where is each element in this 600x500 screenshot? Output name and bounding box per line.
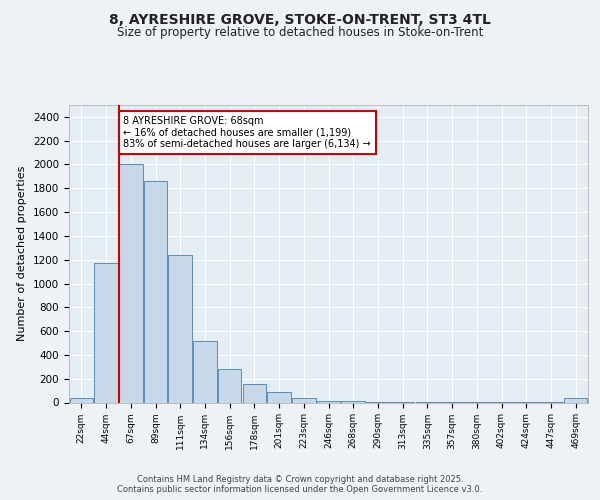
Text: 8 AYRESHIRE GROVE: 68sqm
← 16% of detached houses are smaller (1,199)
83% of sem: 8 AYRESHIRE GROVE: 68sqm ← 16% of detach…: [124, 116, 371, 149]
Bar: [218, 369, 241, 402]
Bar: [144, 181, 167, 402]
Bar: [94, 262, 118, 402]
Bar: [193, 340, 217, 402]
Text: Contains HM Land Registry data © Crown copyright and database right 2025.
Contai: Contains HM Land Registry data © Crown c…: [118, 474, 482, 494]
Bar: [292, 398, 316, 402]
Text: 8, AYRESHIRE GROVE, STOKE-ON-TRENT, ST3 4TL: 8, AYRESHIRE GROVE, STOKE-ON-TRENT, ST3 …: [109, 12, 491, 26]
Bar: [169, 255, 192, 402]
Bar: [268, 392, 291, 402]
Bar: [242, 384, 266, 402]
Bar: [119, 164, 143, 402]
Text: Size of property relative to detached houses in Stoke-on-Trent: Size of property relative to detached ho…: [117, 26, 483, 39]
Bar: [564, 398, 587, 402]
Bar: [317, 400, 340, 402]
Y-axis label: Number of detached properties: Number of detached properties: [17, 166, 28, 342]
Bar: [70, 398, 93, 402]
